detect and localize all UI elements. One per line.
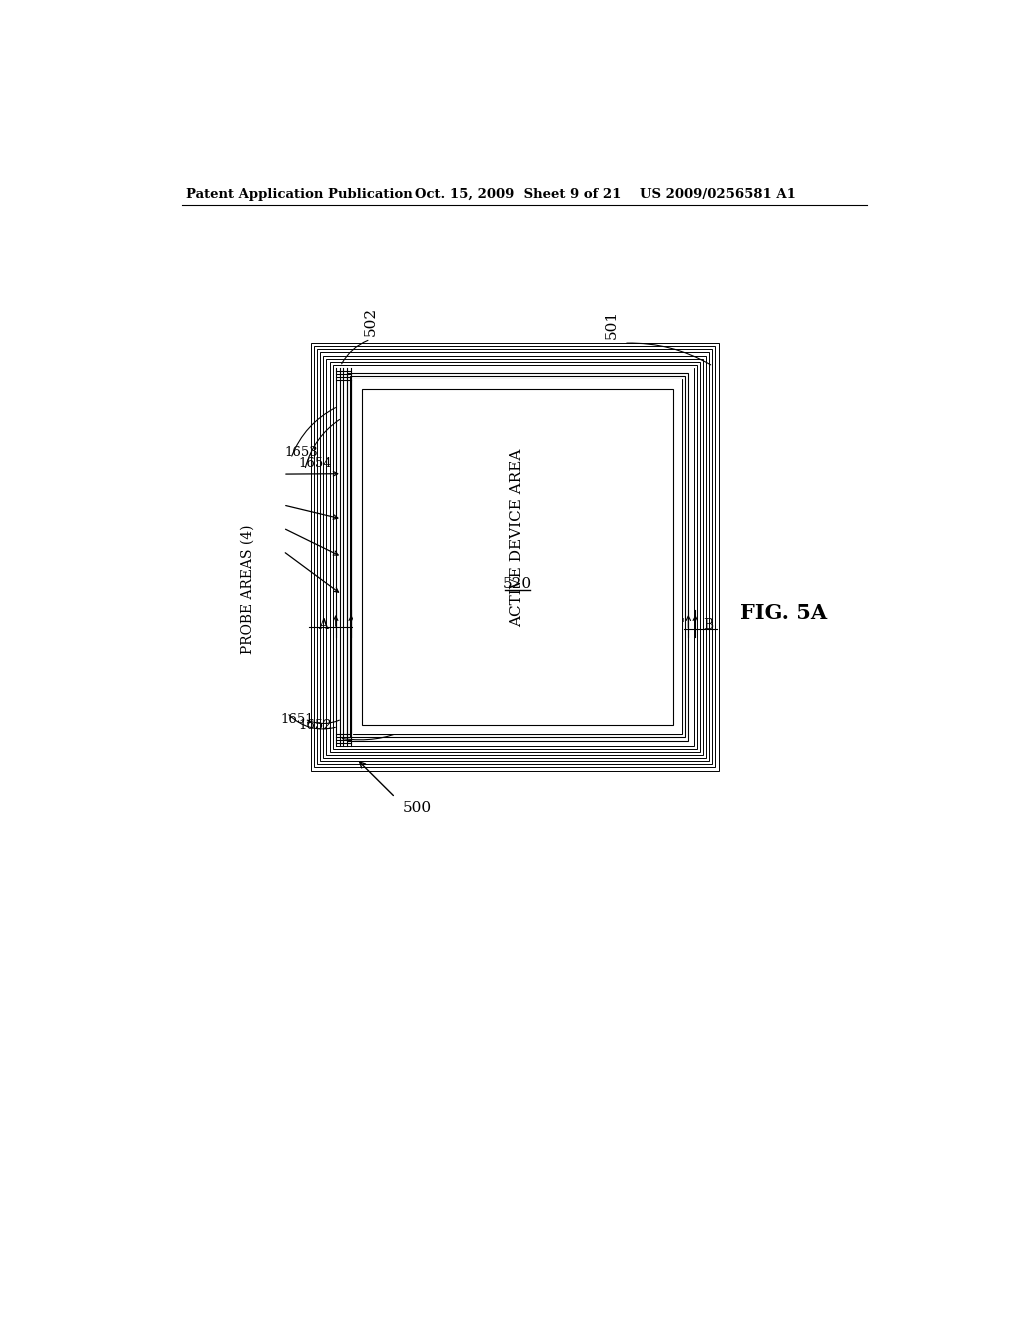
Bar: [330, 362, 700, 752]
Bar: [314, 346, 716, 767]
Text: 520: 520: [503, 577, 532, 591]
Text: PROBE AREAS (4): PROBE AREAS (4): [241, 525, 255, 655]
Text: 501: 501: [604, 310, 618, 339]
Text: 502: 502: [364, 306, 378, 335]
Bar: [321, 352, 710, 762]
Bar: [346, 374, 688, 741]
Text: 1651: 1651: [281, 713, 314, 726]
Text: 500: 500: [403, 801, 432, 816]
Bar: [327, 359, 703, 755]
Text: 502: 502: [434, 686, 463, 700]
Text: FIG. 5A: FIG. 5A: [740, 603, 827, 623]
Bar: [311, 343, 719, 771]
Text: 503: 503: [461, 682, 490, 696]
Bar: [349, 376, 685, 738]
Text: 503: 503: [434, 403, 463, 416]
Text: A: A: [317, 618, 328, 632]
Text: B': B': [671, 618, 685, 632]
Bar: [352, 379, 682, 734]
Bar: [336, 368, 693, 746]
Bar: [333, 364, 697, 748]
Text: ACTIVE DEVICE AREA: ACTIVE DEVICE AREA: [510, 449, 524, 627]
Text: A': A': [354, 618, 369, 632]
Bar: [317, 350, 713, 764]
Text: US 2009/0256581 A1: US 2009/0256581 A1: [640, 187, 796, 201]
Bar: [324, 355, 707, 758]
Bar: [336, 368, 693, 746]
Text: Patent Application Publication: Patent Application Publication: [186, 187, 413, 201]
Text: 1654: 1654: [299, 457, 332, 470]
Text: 1652: 1652: [299, 719, 332, 733]
Text: Oct. 15, 2009  Sheet 9 of 21: Oct. 15, 2009 Sheet 9 of 21: [415, 187, 622, 201]
Text: 1653: 1653: [285, 446, 318, 459]
Bar: [362, 388, 673, 725]
Bar: [352, 379, 682, 734]
Text: B: B: [703, 618, 713, 632]
